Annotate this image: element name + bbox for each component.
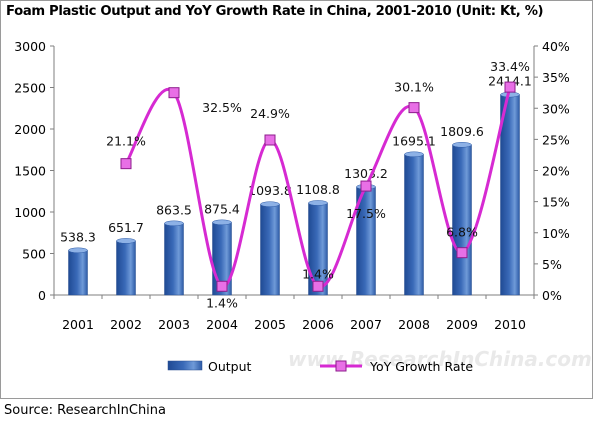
y-right-tick-label: 40% [542,39,570,54]
y-right-tick-label: 10% [542,226,570,241]
output-bar-top [452,142,472,148]
growth-rate-data-label: 21.1% [106,134,146,149]
growth-rate-data-label: 30.1% [394,80,434,95]
output-data-label: 863.5 [156,202,192,217]
output-bar [260,203,280,296]
output-bar [500,94,520,296]
output-data-label: 1809.6 [440,124,484,139]
output-bar-top [164,220,184,227]
legend-growth-swatch-marker [335,360,347,372]
x-tick-label: 2001 [62,317,94,332]
y-right-tick-label: 35% [542,70,570,85]
y-right-tick-label: 30% [542,101,570,116]
output-data-label: 1093.8 [248,183,292,198]
growth-rate-marker [168,87,180,99]
source-note: Source: ResearchInChina [4,403,166,418]
output-bar [116,240,136,296]
output-data-label: 651.7 [108,220,144,235]
y-right-tick-label: 25% [542,132,570,147]
growth-rate-marker [408,102,420,114]
output-bar-top [68,247,88,254]
x-tick-label: 2005 [254,317,286,332]
output-data-label: 2414.1 [488,74,532,89]
y-left-tick-label: 2500 [14,81,46,96]
growth-rate-data-label: 17.5% [346,206,386,221]
output-bar-top [260,201,280,207]
y-left-tick-label: 1000 [14,205,46,220]
growth-rate-data-label: 1.4% [206,295,238,310]
growth-rate-data-label: 33.4% [490,59,530,74]
growth-rate-marker [312,280,324,292]
growth-rate-marker [264,134,276,146]
output-bar-top [404,151,424,158]
y-left-tick-label: 500 [22,247,46,262]
x-tick-label: 2006 [302,317,334,332]
x-tick-label: 2010 [494,317,526,332]
output-bar [404,154,424,296]
growth-rate-data-label: 24.9% [250,106,290,121]
legend-output-label: Output [208,359,252,374]
y-left-tick-label: 3000 [14,39,46,54]
x-tick-label: 2009 [446,317,478,332]
growth-rate-marker [120,158,132,170]
y-right-tick-label: 15% [542,195,570,210]
output-data-label: 1303.2 [344,166,388,181]
x-tick-label: 2004 [206,317,238,332]
output-bar [452,144,472,296]
growth-rate-data-label: 6.8% [446,225,478,240]
y-right-tick-label: 20% [542,164,570,179]
y-left-tick-label: 0 [38,288,46,303]
growth-rate-marker [456,247,468,259]
output-bar-top [212,219,232,226]
x-tick-label: 2008 [398,317,430,332]
y-right-tick-label: 5% [542,257,562,272]
y-right-tick-label: 0% [542,288,562,303]
growth-rate-marker [216,280,228,292]
output-data-label: 875.4 [204,201,240,216]
output-bar-top [308,200,328,206]
x-tick-label: 2007 [350,317,382,332]
x-tick-label: 2002 [110,317,142,332]
output-bar [68,250,88,296]
growth-rate-data-label: 32.5% [202,100,242,115]
output-data-label: 1108.8 [296,182,340,197]
y-left-tick-label: 2000 [14,122,46,137]
x-tick-label: 2003 [158,317,190,332]
chart-plot: www.ResearchInChina.com 0500100015002000… [14,39,592,374]
legend-output-swatch [167,360,203,371]
growth-rate-data-label: 1.4% [302,266,334,281]
output-bar [164,223,184,296]
chart-frame [0,0,593,399]
output-bar-top [116,238,136,244]
growth-rate-marker [504,81,516,93]
chart-title: Foam Plastic Output and YoY Growth Rate … [6,4,544,19]
legend-growth-label: YoY Growth Rate [369,359,473,374]
output-data-label: 538.3 [60,229,96,244]
growth-rate-marker [360,180,372,192]
y-left-tick-label: 1500 [14,164,46,179]
